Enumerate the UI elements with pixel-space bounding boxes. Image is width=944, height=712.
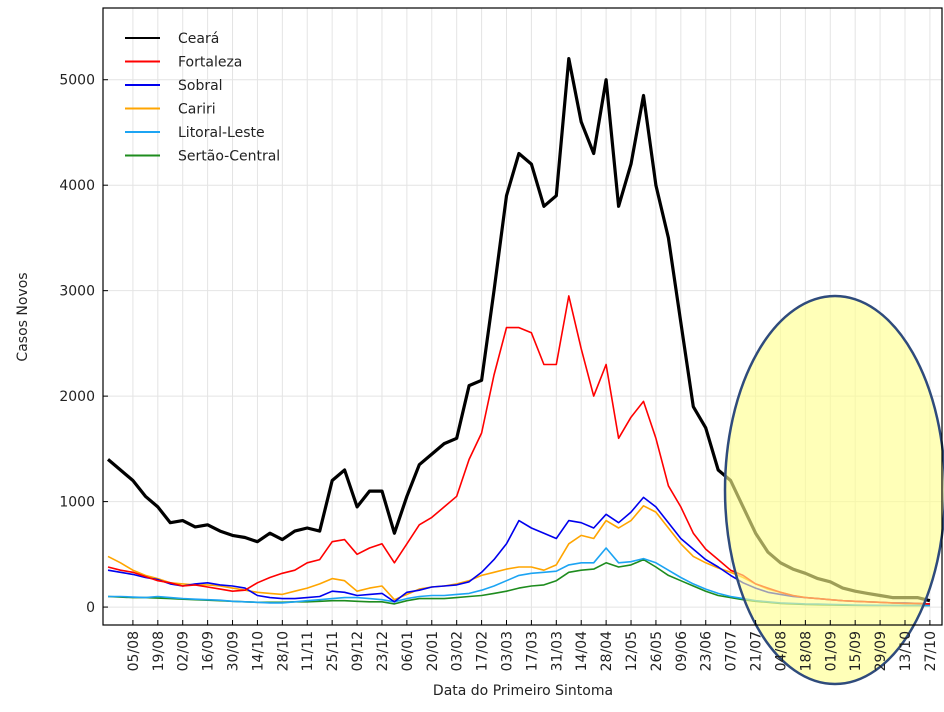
x-tick-label: 07/07	[724, 631, 740, 671]
x-tick-label: 31/03	[549, 631, 565, 671]
x-tick-label: 14/10	[250, 631, 266, 671]
axes: 0 1000 2000 3000 4000 5000 05/08 19/08 02/09 16/0…	[59, 73, 939, 672]
x-tick-label: 06/01	[400, 631, 416, 671]
x-tick-label: 02/09	[176, 631, 192, 671]
x-tick-label: 27/10	[923, 631, 939, 671]
x-tick-label: 15/09	[848, 631, 864, 671]
y-tick-label: 5000	[59, 73, 95, 89]
x-tick-label: 03/03	[499, 631, 515, 671]
y-tick-label: 0	[86, 600, 95, 616]
y-tick-label: 1000	[59, 495, 95, 511]
y-axis-label: Casos Novos	[15, 272, 31, 361]
x-tick-label: 23/06	[699, 631, 715, 671]
x-tick-label: 17/02	[475, 631, 491, 671]
x-tick-label: 05/08	[126, 631, 142, 671]
x-tick-label: 28/10	[275, 631, 291, 671]
x-tick-label: 18/08	[798, 631, 814, 671]
legend-label: Litoral-Leste	[178, 125, 265, 141]
legend-label: Cariri	[178, 102, 216, 118]
x-tick-label: 17/03	[524, 631, 540, 671]
x-tick-label: 28/04	[599, 631, 615, 671]
x-tick-label: 01/09	[823, 631, 839, 671]
x-tick-label: 03/02	[450, 631, 466, 671]
x-tick-label: 29/09	[873, 631, 889, 671]
x-axis-label: Data do Primeiro Sintoma	[433, 683, 613, 699]
x-tick-label: 09/06	[674, 631, 690, 671]
legend-label: Sertão-Central	[178, 149, 280, 165]
legend-label: Sobral	[178, 78, 223, 94]
x-tick-label: 14/04	[574, 631, 590, 671]
x-tick-label: 20/01	[425, 631, 441, 671]
x-tick-label: 30/09	[226, 631, 242, 671]
legend-label: Ceará	[178, 31, 219, 47]
x-tick-label: 26/05	[649, 631, 665, 671]
x-tick-label: 25/11	[325, 631, 341, 671]
x-tick-label: 04/08	[773, 631, 789, 671]
x-tick-label: 12/05	[624, 631, 640, 671]
plot-frame	[102, 7, 943, 626]
legend: Ceará Fortaleza Sobral Cariri Litoral-Leste S…	[125, 31, 280, 165]
x-tick-label: 11/11	[300, 631, 316, 671]
x-tick-label: 19/08	[151, 631, 167, 671]
y-tick-label: 4000	[59, 178, 95, 194]
x-tick-label: 13/10	[898, 631, 914, 671]
x-tick-label: 16/09	[201, 631, 217, 671]
legend-label: Fortaleza	[178, 55, 242, 71]
x-tick-label: 09/12	[350, 631, 366, 671]
highlight-ellipse	[723, 294, 944, 686]
x-tick-label: 21/07	[749, 631, 765, 671]
y-tick-label: 2000	[59, 389, 95, 405]
y-tick-label: 3000	[59, 284, 95, 300]
x-tick-label: 23/12	[375, 631, 391, 671]
